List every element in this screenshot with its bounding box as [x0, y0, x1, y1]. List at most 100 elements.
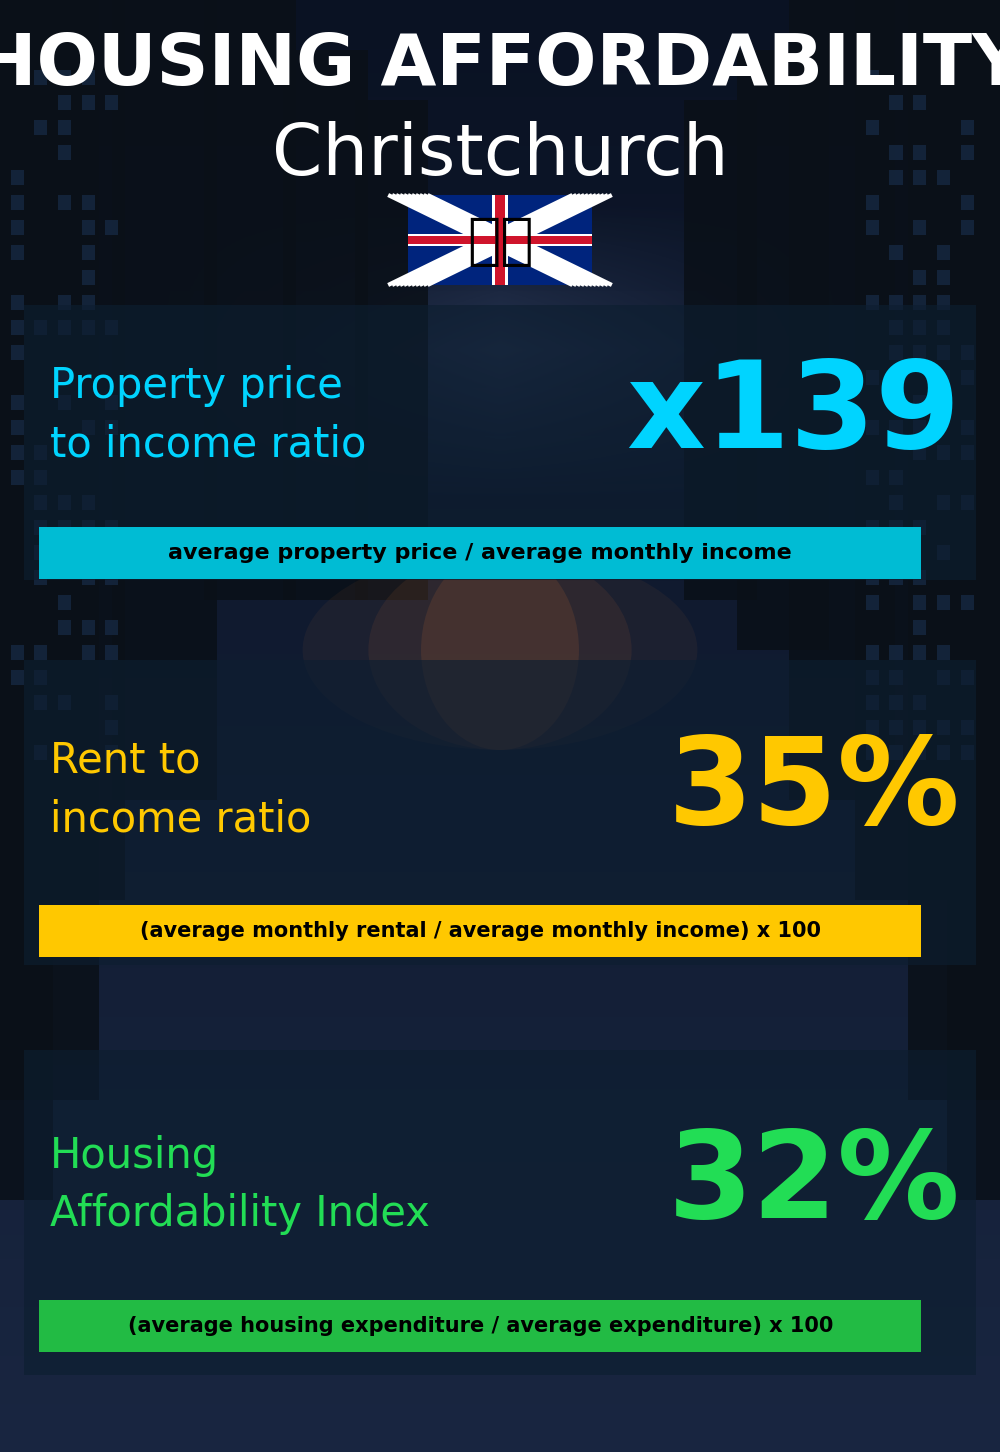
- Bar: [937, 270, 950, 285]
- Bar: [34, 319, 47, 335]
- Bar: [937, 495, 950, 510]
- Bar: [82, 221, 95, 235]
- Bar: [866, 696, 879, 710]
- Bar: [105, 520, 118, 534]
- Text: (average monthly rental / average monthly income) x 100: (average monthly rental / average monthl…: [140, 921, 821, 941]
- Bar: [11, 470, 24, 485]
- Bar: [961, 669, 974, 685]
- Bar: [961, 420, 974, 436]
- Bar: [961, 195, 974, 211]
- Bar: [34, 444, 47, 460]
- Bar: [58, 295, 71, 309]
- Bar: [82, 70, 95, 86]
- Bar: [105, 221, 118, 235]
- Bar: [408, 237, 592, 244]
- Bar: [408, 195, 592, 285]
- Bar: [913, 395, 926, 409]
- Bar: [913, 720, 926, 735]
- Bar: [866, 520, 879, 534]
- Bar: [913, 94, 926, 110]
- Bar: [961, 595, 974, 610]
- Bar: [492, 195, 508, 285]
- Bar: [737, 49, 829, 650]
- Bar: [866, 70, 879, 86]
- Bar: [11, 346, 24, 360]
- Bar: [866, 544, 879, 560]
- Bar: [889, 520, 903, 534]
- Bar: [34, 520, 47, 534]
- Bar: [889, 245, 903, 260]
- Bar: [0, 0, 125, 900]
- Bar: [82, 620, 95, 635]
- Bar: [889, 720, 903, 735]
- Bar: [937, 319, 950, 335]
- Bar: [866, 745, 879, 759]
- Bar: [105, 620, 118, 635]
- Bar: [105, 696, 118, 710]
- Text: 32%: 32%: [668, 1127, 961, 1243]
- Bar: [11, 245, 24, 260]
- Bar: [913, 696, 926, 710]
- Text: (average housing expenditure / average expenditure) x 100: (average housing expenditure / average e…: [128, 1316, 833, 1336]
- Bar: [866, 595, 879, 610]
- Bar: [204, 0, 296, 600]
- Bar: [889, 571, 903, 585]
- Bar: [58, 520, 71, 534]
- Bar: [889, 470, 903, 485]
- Text: x139: x139: [626, 357, 961, 473]
- Bar: [866, 221, 879, 235]
- Bar: [34, 70, 47, 86]
- Bar: [866, 370, 879, 385]
- Text: Property price
to income ratio: Property price to income ratio: [50, 364, 366, 465]
- Bar: [684, 100, 757, 600]
- Bar: [889, 420, 903, 436]
- Bar: [866, 420, 879, 436]
- Bar: [889, 745, 903, 759]
- Bar: [889, 669, 903, 685]
- Bar: [58, 195, 71, 211]
- Bar: [937, 346, 950, 360]
- Bar: [82, 195, 95, 211]
- Bar: [11, 669, 24, 685]
- Text: average property price / average monthly income: average property price / average monthly…: [168, 543, 792, 563]
- Text: Rent to
income ratio: Rent to income ratio: [50, 739, 311, 841]
- Bar: [34, 495, 47, 510]
- Bar: [34, 121, 47, 135]
- Bar: [34, 645, 47, 661]
- Bar: [866, 720, 879, 735]
- Bar: [961, 495, 974, 510]
- Bar: [82, 319, 95, 335]
- Bar: [961, 221, 974, 235]
- Bar: [58, 370, 71, 385]
- Bar: [889, 495, 903, 510]
- Bar: [82, 571, 95, 585]
- Bar: [408, 234, 592, 245]
- Bar: [934, 0, 1000, 700]
- Bar: [58, 145, 71, 160]
- Bar: [34, 669, 47, 685]
- Bar: [937, 444, 950, 460]
- Bar: [913, 170, 926, 184]
- Bar: [866, 571, 879, 585]
- Bar: [0, 0, 99, 1101]
- Bar: [961, 745, 974, 759]
- Bar: [866, 645, 879, 661]
- Bar: [937, 370, 950, 385]
- Bar: [105, 571, 118, 585]
- Bar: [11, 170, 24, 184]
- Bar: [961, 370, 974, 385]
- Bar: [913, 270, 926, 285]
- Bar: [937, 544, 950, 560]
- Bar: [937, 245, 950, 260]
- Bar: [961, 121, 974, 135]
- Bar: [58, 121, 71, 135]
- Bar: [82, 295, 95, 309]
- Bar: [82, 495, 95, 510]
- Bar: [11, 420, 24, 436]
- Bar: [889, 94, 903, 110]
- Bar: [913, 620, 926, 635]
- Bar: [34, 745, 47, 759]
- Bar: [889, 645, 903, 661]
- Bar: [913, 221, 926, 235]
- Bar: [908, 0, 1000, 1101]
